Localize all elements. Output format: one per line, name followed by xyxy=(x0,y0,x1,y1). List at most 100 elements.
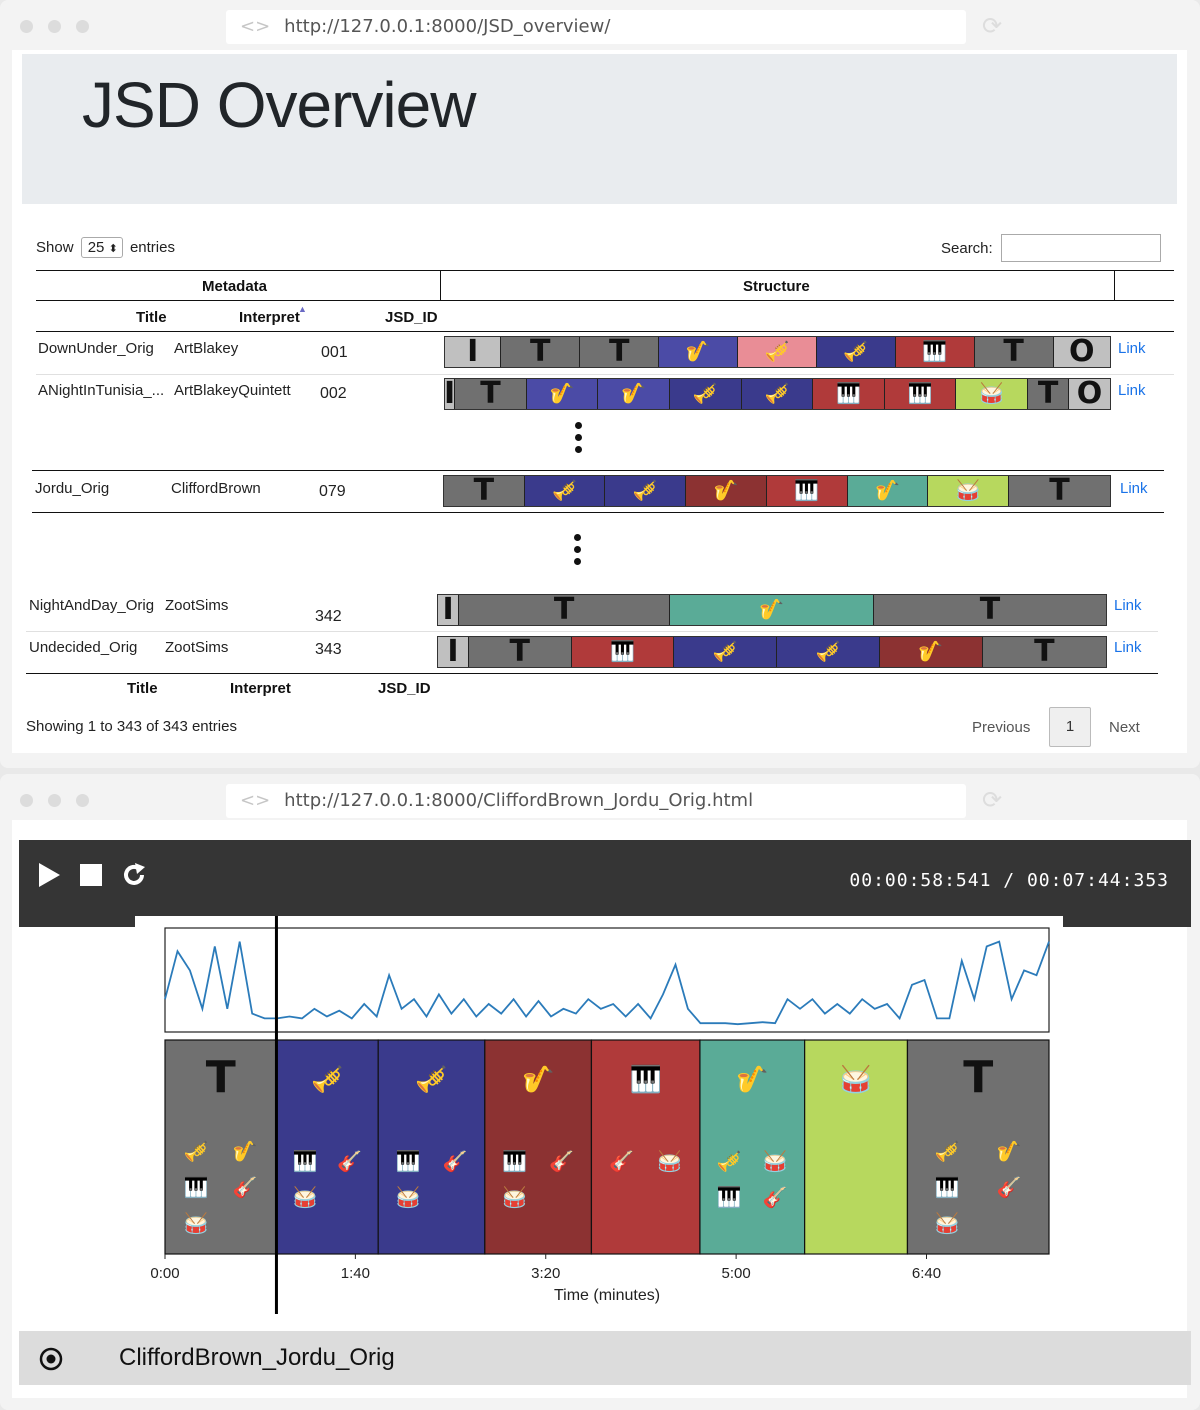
x-axis-label: Time (minutes) xyxy=(554,1287,660,1304)
segment-solo: 🎺 xyxy=(605,476,687,506)
segment-label: T xyxy=(480,379,501,409)
reload-icon[interactable]: ⟳ xyxy=(982,787,1003,814)
drum-icon: 🥁 xyxy=(657,1149,682,1173)
segment-t: T xyxy=(982,637,1106,667)
close-window-button[interactable] xyxy=(20,794,33,807)
ellipsis-vertical-icon xyxy=(574,534,584,570)
row-title: DownUnder_Orig xyxy=(38,340,154,357)
segment-label: T xyxy=(979,595,1001,625)
entries-label: entries xyxy=(129,239,175,256)
piano-icon: 🎹 xyxy=(396,1149,421,1173)
section-2 xyxy=(275,1039,379,1255)
row-interpret: ArtBlakey xyxy=(174,340,239,357)
interpret-footer-header: Interpret xyxy=(230,680,291,697)
address-bar[interactable]: <> http://127.0.0.1:8000/CliffordBrown_Jo… xyxy=(226,784,966,818)
stop-icon[interactable] xyxy=(79,862,103,888)
drum-icon: 🥁 xyxy=(935,1211,960,1235)
drum-icon: 🥁 xyxy=(502,1185,527,1209)
header-border xyxy=(36,331,1174,332)
row-link[interactable]: Link xyxy=(1114,597,1142,614)
plot-svg: T 🎺 🎷 🎹 🎸 🥁 🎺 🎹 🎸 🥁 🎺 🎹 🎸 🥁 🎷 🎹 🎸 🥁 🎹 🎸 🥁 🎷 🎺 🥁 🎹 🎸 🥁 T 🎺 🎷 🎹 🎸 🥁 0:00 1:4… xyxy=(150,916,1050,1314)
trumpet-icon: 🎺 xyxy=(764,383,790,405)
row-jsd-id: 343 xyxy=(315,641,342,658)
row-link[interactable]: Link xyxy=(1118,340,1146,357)
zoom-window-button[interactable] xyxy=(76,794,89,807)
trumpet-icon: 🎺 xyxy=(843,341,869,363)
segment-i: I xyxy=(438,595,460,625)
segment-t: T xyxy=(468,637,572,667)
segment-label: I xyxy=(442,595,454,625)
next-page-button[interactable]: Next xyxy=(1109,719,1140,736)
section-3 xyxy=(377,1039,486,1255)
window-controls xyxy=(20,794,104,812)
segment-solo: 🎺 xyxy=(524,476,606,506)
record-icon[interactable] xyxy=(39,1347,63,1371)
track-footer: CliffordBrown_Jordu_Orig xyxy=(19,1331,1191,1385)
piano-icon: 🎹 xyxy=(836,383,862,405)
row-jsd-id: 001 xyxy=(321,344,348,361)
envelope-frame xyxy=(164,927,1050,1033)
code-icon: <> xyxy=(240,790,271,811)
section-label: T xyxy=(206,1052,236,1103)
row-title: ANightInTunisia_... xyxy=(38,382,165,399)
url-text: http://127.0.0.1:8000/CliffordBrown_Jord… xyxy=(284,790,754,811)
play-icon[interactable] xyxy=(37,862,61,888)
saxophone-icon: 🎷 xyxy=(736,1064,768,1094)
row-jsd-id: 079 xyxy=(319,483,346,500)
segment-t: T xyxy=(459,595,671,625)
show-label: Show xyxy=(36,239,74,256)
trumpet-icon: 🎺 xyxy=(552,480,578,502)
loop-icon[interactable] xyxy=(121,862,147,888)
segment-label: T xyxy=(1034,637,1055,667)
trumpet-icon: 🎺 xyxy=(815,641,841,663)
interpret-column-header[interactable]: Interpret xyxy=(239,309,300,326)
segment-solo: 🎷 xyxy=(879,637,983,667)
trombone-icon: 🎺 xyxy=(764,341,790,363)
segment-label: T xyxy=(553,595,575,625)
segment-solo: 🎺 xyxy=(741,379,814,409)
row-interpret: CliffordBrown xyxy=(171,480,261,497)
saxophone-icon: 🎷 xyxy=(759,599,784,621)
saxophone-icon: 🎷 xyxy=(233,1140,258,1163)
structure-bar: T 🎺 🎺 🎷 🎹 🎷 🥁 T xyxy=(443,475,1111,507)
saxophone-icon: 🎷 xyxy=(621,383,647,405)
search-input[interactable] xyxy=(1001,234,1161,262)
drum-icon: 🥁 xyxy=(979,383,1005,405)
close-window-button[interactable] xyxy=(20,20,33,33)
segment-o: O xyxy=(1053,337,1110,367)
reload-icon[interactable]: ⟳ xyxy=(982,13,1003,40)
drum-icon: 🥁 xyxy=(763,1149,788,1173)
segment-solo: 🎹 xyxy=(571,637,675,667)
zoom-window-button[interactable] xyxy=(76,20,89,33)
trumpet-icon: 🎺 xyxy=(935,1139,960,1163)
address-bar[interactable]: <> http://127.0.0.1:8000/JSD_overview/ xyxy=(226,10,966,44)
metadata-group-header: Metadata xyxy=(202,278,268,295)
row-title: Jordu_Orig xyxy=(35,480,110,497)
piano-icon: 🎹 xyxy=(292,1149,317,1173)
entries-length-control: Show 25 ⬍ entries xyxy=(36,237,175,258)
header-divider-right xyxy=(1114,270,1115,301)
guitar-icon: 🎸 xyxy=(997,1175,1022,1199)
minimize-window-button[interactable] xyxy=(48,20,61,33)
segment-solo: 🎹 xyxy=(884,379,957,409)
previous-page-button[interactable]: Previous xyxy=(972,719,1031,736)
segment-t: T xyxy=(580,337,660,367)
row-link[interactable]: Link xyxy=(1118,382,1146,399)
trumpet-icon: 🎺 xyxy=(717,1149,742,1173)
segment-label: T xyxy=(530,337,551,367)
minimize-window-button[interactable] xyxy=(48,794,61,807)
structure-plot[interactable]: T 🎺 🎷 🎹 🎸 🥁 🎺 🎹 🎸 🥁 🎺 🎹 🎸 🥁 🎷 🎹 🎸 🥁 🎹 🎸 🥁 🎷 🎺 🥁 🎹 🎸 🥁 T 🎺 🎷 🎹 🎸 🥁 0:00 1:4… xyxy=(135,916,1063,1314)
row-link[interactable]: Link xyxy=(1114,639,1142,656)
structure-bar: I T 🎹 🎺 🎺 🎷 T xyxy=(437,636,1107,668)
structure-bar: I T 🎷 T xyxy=(437,594,1107,626)
title-column-header[interactable]: Title xyxy=(136,309,167,326)
row-link[interactable]: Link xyxy=(1120,480,1148,497)
jsdid-column-header[interactable]: JSD_ID xyxy=(385,309,438,326)
entries-select[interactable]: 25 ⬍ xyxy=(80,237,123,258)
piano-icon: 🎹 xyxy=(502,1149,527,1173)
segment-t: T xyxy=(1028,379,1070,409)
url-text: http://127.0.0.1:8000/JSD_overview/ xyxy=(284,16,611,37)
structure-bar: I T T 🎷 🎺 🎺 🎹 T O xyxy=(444,336,1111,368)
trumpet-icon: 🎺 xyxy=(632,480,658,502)
page-1-button[interactable]: 1 xyxy=(1049,707,1091,747)
